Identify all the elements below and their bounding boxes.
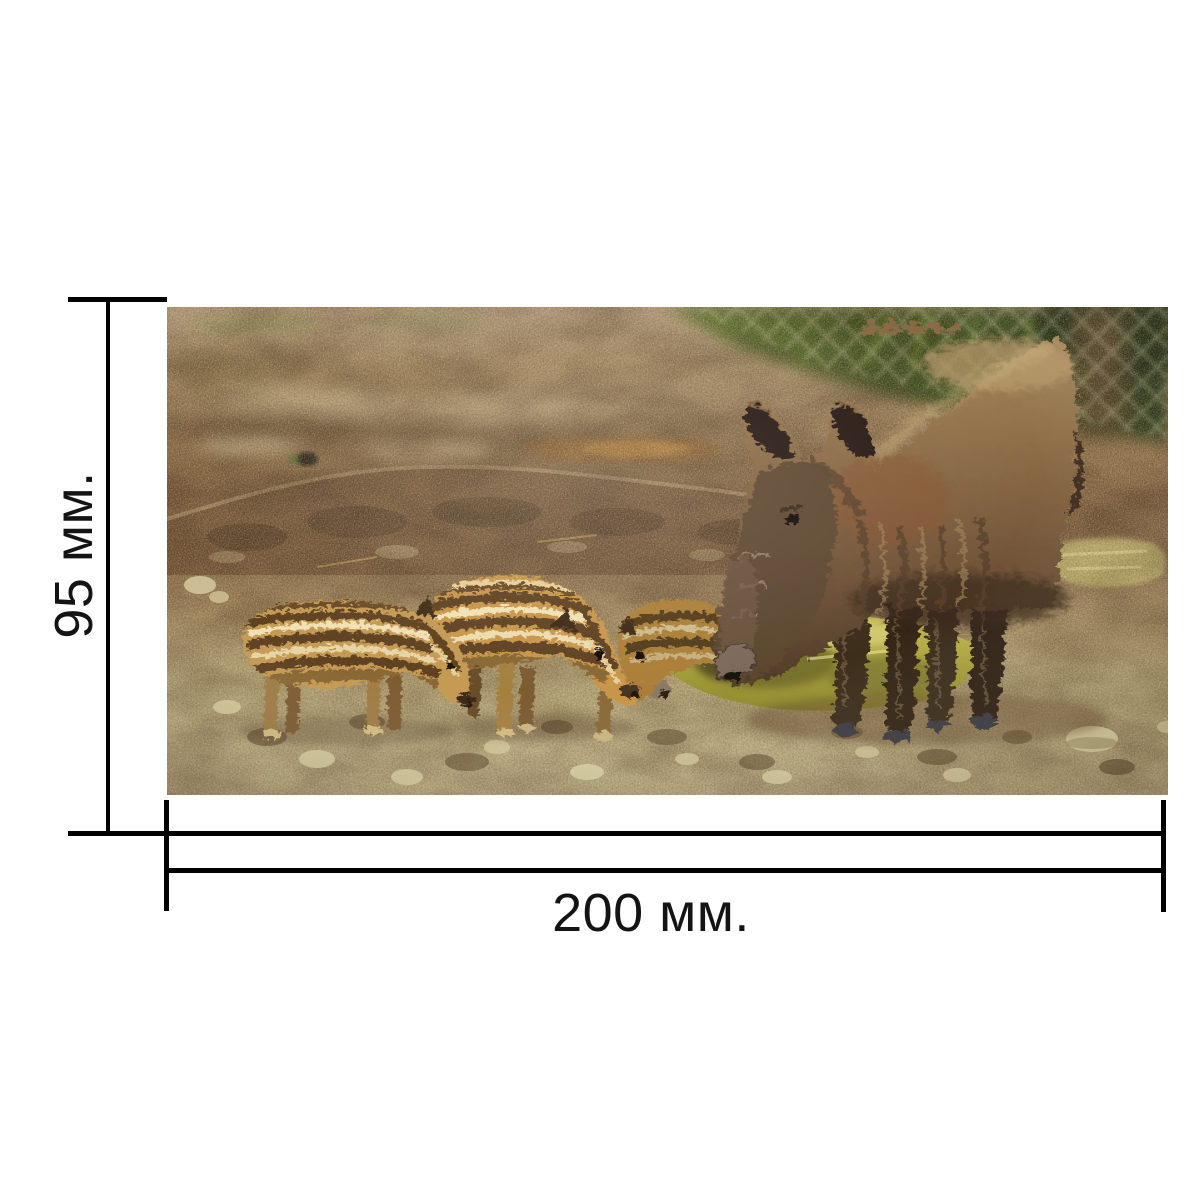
boar-photo-illustration: Wild boar sow with three striped piglets… xyxy=(167,307,1168,795)
width-dimension-label: 200 мм. xyxy=(552,883,750,943)
product-photo: Wild boar sow with three striped piglets… xyxy=(167,307,1168,795)
height-dimension-top-cap xyxy=(68,297,167,302)
width-dimension-line xyxy=(166,868,1165,873)
width-dimension-left-tick xyxy=(164,800,169,911)
width-dimension-baseline xyxy=(68,831,1165,836)
photo-lighting-overlay xyxy=(167,307,1168,795)
height-dimension-line xyxy=(106,299,110,835)
width-dimension-right-tick xyxy=(1161,800,1166,912)
height-dimension-label: 95 мм. xyxy=(44,471,104,639)
